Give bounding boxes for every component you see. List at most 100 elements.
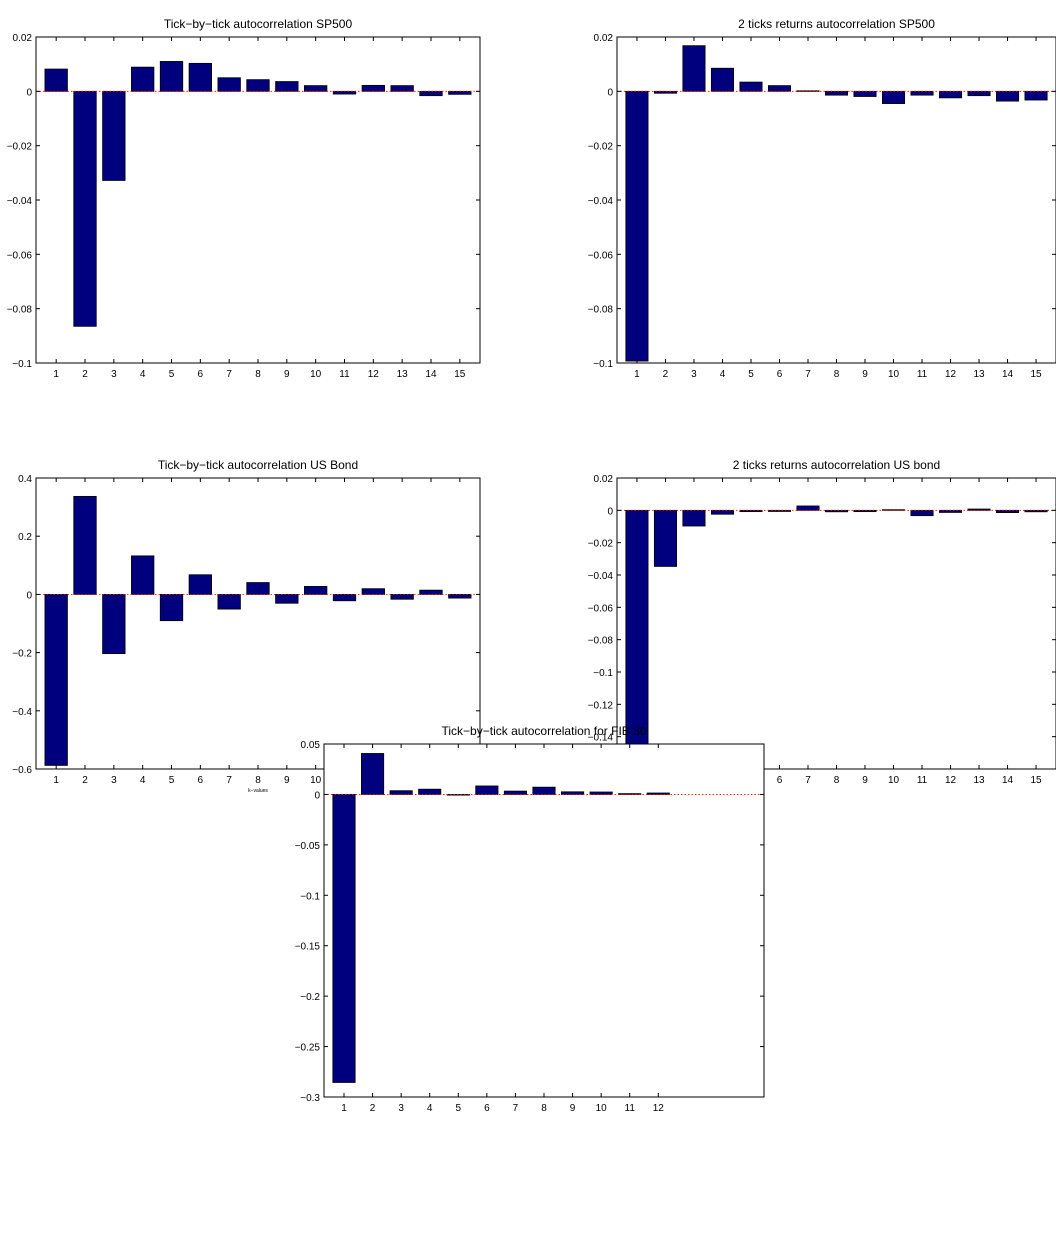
bar-13 (967, 90, 991, 97)
x-tick-label: 2 (370, 1103, 376, 1114)
bar-9 (275, 594, 299, 604)
x-tick-label: 6 (484, 1103, 490, 1114)
x-tick-label: 12 (653, 1103, 665, 1114)
bar-6 (188, 574, 212, 595)
x-tick-label: 11 (917, 775, 928, 786)
y-tick-label: −0.02 (588, 142, 614, 153)
x-tick-label: 15 (1030, 775, 1042, 786)
x-tick-label: 14 (1002, 369, 1014, 380)
x-tick-label: 15 (454, 369, 466, 380)
y-tick-label: −0.06 (7, 250, 33, 261)
x-tick-label: 15 (1030, 369, 1042, 380)
y-tick-label: −0.04 (7, 196, 33, 207)
x-tick-label: 7 (226, 775, 232, 786)
x-tick-label: 6 (777, 775, 783, 786)
bar-7 (796, 505, 820, 511)
x-tick-label: 7 (513, 1103, 519, 1114)
x-tick-label: 12 (368, 369, 380, 380)
bar-4 (131, 555, 155, 595)
x-tick-label: 14 (1002, 775, 1014, 786)
y-tick-label: −0.4 (12, 707, 32, 718)
bar-10 (304, 85, 328, 92)
bar-3 (682, 509, 706, 527)
x-tick-label: 9 (284, 369, 290, 380)
x-tick-label: 11 (625, 1103, 636, 1114)
chart-title: Tick−by−tick autocorrelation SP500 (164, 17, 353, 31)
bar-12 (646, 792, 670, 795)
x-tick-label: 10 (310, 775, 322, 786)
x-tick-label: 3 (111, 369, 117, 380)
x-tick-label: 9 (284, 775, 290, 786)
x-tick-label: 5 (456, 1103, 462, 1114)
bar-4 (418, 788, 442, 795)
bar-13 (967, 508, 991, 511)
x-tick-label: 8 (834, 775, 840, 786)
y-tick-label: 0 (26, 87, 32, 98)
bar-9 (275, 81, 299, 92)
x-tick-label: 7 (805, 369, 811, 380)
bar-2 (361, 753, 385, 795)
x-tick-label: 4 (720, 369, 726, 380)
x-tick-label: 8 (541, 1103, 547, 1114)
x-tick-label: 9 (570, 1103, 576, 1114)
y-tick-label: 0.4 (18, 474, 32, 485)
x-tick-label: 4 (427, 1103, 433, 1114)
y-tick-label: −0.08 (588, 305, 614, 316)
x-tick-label: 12 (945, 775, 957, 786)
bar-6 (475, 785, 499, 795)
x-tick-label: 6 (198, 775, 204, 786)
x-tick-label: 2 (663, 369, 669, 380)
plot-area (616, 477, 1056, 770)
y-tick-label: −0.15 (295, 942, 321, 953)
bar-14 (996, 509, 1020, 513)
x-tick-label: 12 (945, 369, 957, 380)
x-tick-label: 3 (691, 369, 697, 380)
x-tick-label: 2 (82, 775, 88, 786)
x-tick-label: 10 (888, 775, 900, 786)
bar-5 (159, 594, 184, 622)
y-tick-label: −0.25 (295, 1043, 321, 1054)
x-tick-label: 13 (973, 775, 985, 786)
chart-title: 2 ticks returns autocorrelation US bond (733, 458, 940, 472)
x-tick-label: 11 (339, 369, 350, 380)
x-tick-label: 3 (398, 1103, 404, 1114)
bar-5 (159, 61, 184, 92)
bar-14 (419, 90, 443, 97)
bar-3 (389, 790, 413, 795)
y-tick-label: 0.02 (13, 33, 33, 44)
bar-3 (682, 45, 706, 92)
x-tick-label: 1 (53, 369, 59, 380)
bar-9 (853, 509, 877, 513)
y-tick-label: −0.1 (593, 359, 613, 370)
x-tick-label: 7 (226, 369, 232, 380)
y-tick-label: 0.05 (301, 740, 321, 751)
x-tick-label: 13 (973, 369, 985, 380)
y-tick-label: −0.05 (295, 841, 321, 852)
y-tick-label: −0.02 (588, 539, 614, 550)
x-tick-label: 5 (748, 369, 754, 380)
x-tick-label: 9 (862, 369, 868, 380)
y-tick-label: 0 (314, 790, 320, 801)
y-tick-label: −0.1 (300, 891, 320, 902)
bar-8 (824, 509, 849, 513)
x-tick-label: 5 (169, 775, 175, 786)
bar-2 (653, 90, 677, 94)
x-tick-label: 6 (198, 369, 204, 380)
y-tick-label: −0.04 (588, 571, 614, 582)
x-tick-label: 11 (917, 369, 928, 380)
y-tick-label: 0.02 (594, 474, 614, 485)
bar-4 (131, 66, 155, 92)
x-axis-label: k−values (248, 788, 268, 794)
bar-13 (390, 594, 414, 600)
y-tick-label: −0.06 (588, 603, 614, 614)
bar-2 (653, 509, 677, 567)
x-tick-label: 1 (634, 369, 640, 380)
bar-7 (503, 790, 527, 795)
y-tick-label: 0 (607, 87, 613, 98)
y-tick-label: −0.1 (593, 668, 613, 679)
y-tick-label: −0.08 (588, 636, 614, 647)
y-tick-label: −0.12 (588, 700, 614, 711)
